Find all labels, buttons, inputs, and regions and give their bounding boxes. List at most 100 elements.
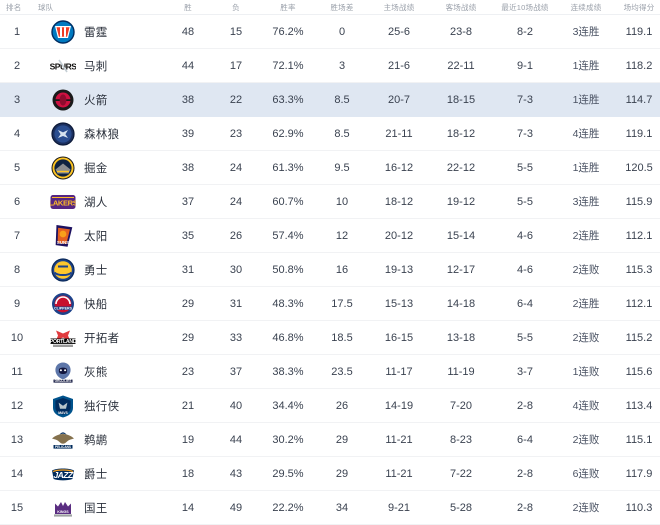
table-row[interactable]: 2SPURS马刺441772.1%321-622-119-11连胜118.211… (0, 49, 660, 83)
table-row[interactable]: 7SUNS太阳352657.4%1220-1215-144-62连胜112.11… (0, 219, 660, 253)
away-record-value: 7-20 (430, 389, 492, 423)
column-header-streak[interactable]: 连续成绩 (558, 0, 614, 15)
team-logo-icon: PORTLAND (50, 325, 76, 351)
home-record-value: 15-13 (368, 287, 430, 321)
team-cell[interactable]: PELICANS 鹈鹕 (34, 423, 164, 457)
home-record-value: 21-11 (368, 117, 430, 151)
column-header-rank[interactable]: 排名 (0, 0, 34, 15)
win-pct-value-text: 60.7% (272, 195, 304, 208)
table-row[interactable]: 12 MAVS 独行侠 21 40 34.4% 26 14-19 7-20 2-8 4连败 113.4… (0, 389, 660, 423)
streak-value: 3连胜 (558, 15, 614, 49)
away-record-value-text: 12-17 (446, 263, 476, 276)
rank-value: 15 (10, 501, 24, 514)
points-for-value: 110.3 (614, 491, 660, 525)
games-behind-value: 9.5 (316, 151, 368, 185)
column-header-pct[interactable]: 胜率 (260, 0, 316, 15)
column-header-w[interactable]: 胜 (164, 0, 212, 15)
table-row[interactable]: 8勇士313050.8%1619-1312-174-62连败115.3114.1… (0, 253, 660, 287)
streak-value-text: 2连败 (572, 434, 600, 446)
column-header-l[interactable]: 负 (212, 0, 260, 15)
losses-value-text: 24 (229, 161, 243, 174)
team-cell[interactable]: GRIZZLIES 灰熊 (34, 355, 164, 389)
home-record-value-text: 9-21 (387, 501, 411, 514)
wins-value: 31 (164, 253, 212, 287)
table-row[interactable]: 13 PELICANS 鹈鹕 19 44 30.2% 29 11-21 8-23 6-4 2连败 11… (0, 423, 660, 457)
column-header-pf[interactable]: 场均得分 (614, 0, 660, 15)
table-row[interactable]: 4森林狼392362.9%8.521-1118-127-34连胜119.1114… (0, 117, 660, 151)
table-row[interactable]: 14JAZZ爵士184329.5%2911-217-222-86连败117.91… (0, 457, 660, 491)
table-row[interactable]: 3火箭382263.3%8.520-718-157-31连胜114.7109.4… (0, 82, 660, 117)
table-row[interactable]: 15KINGS国王144922.2%349-215-282-82连败110.31… (0, 491, 660, 525)
away-record-value-text: 18-15 (446, 93, 476, 106)
table-row[interactable]: 1雷霆481576.2%025-623-88-23连胜119.1107.811.… (0, 15, 660, 49)
team-cell[interactable]: 掘金 (34, 151, 164, 185)
team-cell[interactable]: CLIPPERS 快船 (34, 287, 164, 321)
home-record-value: 11-21 (368, 457, 430, 491)
home-record-value-text: 16-12 (384, 161, 414, 174)
home-record-value-text: 19-13 (384, 263, 414, 276)
streak-value: 2连胜 (558, 287, 614, 321)
last10-record-value-text: 2-8 (517, 399, 533, 412)
team-cell[interactable]: KINGS 国王 (34, 491, 164, 525)
svg-text:SUNS: SUNS (57, 240, 69, 245)
team-cell[interactable]: 雷霆 (34, 15, 164, 49)
last10-record-value: 3-7 (492, 355, 558, 389)
losses-value: 30 (212, 253, 260, 287)
wins-value: 38 (164, 83, 212, 117)
win-pct-value: 60.7% (260, 185, 316, 219)
team-logo-icon (50, 257, 76, 283)
table-body: 1雷霆481576.2%025-623-88-23连胜119.1107.811.… (0, 15, 660, 525)
home-record-value-text: 14-19 (384, 399, 414, 412)
column-header-home[interactable]: 主场战绩 (368, 0, 430, 15)
games-behind-value-text: 34 (335, 501, 349, 514)
table-row[interactable]: 5掘金382461.3%9.516-1222-125-51连胜120.5116.… (0, 151, 660, 185)
table-row[interactable]: 11 GRIZZLIES 灰熊 23 37 38.3% 23.5 11-17 11-19 3-7 1… (0, 355, 660, 389)
wins-value: 14 (164, 491, 212, 525)
column-header-last10[interactable]: 最近10场战绩 (492, 0, 558, 15)
wins-value-text: 29 (181, 297, 195, 310)
column-header-team[interactable]: 球队 (34, 0, 164, 15)
team-cell[interactable]: 勇士 (34, 253, 164, 287)
away-record-value: 11-19 (430, 355, 492, 389)
win-pct-value-text: 34.4% (272, 399, 304, 412)
losses-value-text: 49 (229, 501, 243, 514)
column-header-away[interactable]: 客场战绩 (430, 0, 492, 15)
last10-record-value: 2-8 (492, 457, 558, 491)
games-behind-value-text: 29 (335, 467, 349, 480)
team-cell[interactable]: LAKERS 湖人 (34, 185, 164, 219)
team-cell[interactable]: SUNS 太阳 (34, 219, 164, 253)
table-row[interactable]: 10 PORTLAND 开拓者 29 33 46.8% 18.5 16-15 13-18 5-5 2… (0, 321, 660, 355)
streak-value-text: 1连胜 (572, 162, 600, 174)
home-record-value-text: 18-12 (384, 195, 414, 208)
team-cell[interactable]: PORTLAND 开拓者 (34, 321, 164, 355)
table-row[interactable]: 9 CLIPPERS 快船 29 31 48.3% 17.5 15-13 14-18 6-4 2连胜… (0, 287, 660, 321)
win-pct-value: 61.3% (260, 151, 316, 185)
team-name: 掘金 (84, 162, 108, 175)
team-cell[interactable]: JAZZ 爵士 (34, 457, 164, 491)
win-pct-value: 34.4% (260, 389, 316, 423)
games-behind-value-text: 9.5 (334, 161, 350, 174)
last10-record-value-text: 6-4 (517, 297, 533, 310)
streak-value: 4连胜 (558, 117, 614, 151)
table-row[interactable]: 6 LAKERS 湖人 37 24 60.7% 10 18-12 19-12 5-5 3连胜 115.… (0, 185, 660, 219)
win-pct-value-text: 29.5% (272, 467, 304, 480)
team-logo-icon: LAKERS (50, 189, 76, 215)
team-cell[interactable]: SPURS 马刺 (34, 49, 164, 83)
win-pct-value: 38.3% (260, 355, 316, 389)
win-pct-value-text: 46.8% (272, 331, 304, 344)
home-record-value: 16-12 (368, 151, 430, 185)
rank-value: 8 (13, 263, 21, 276)
home-record-value-text: 16-15 (384, 331, 414, 344)
streak-value-text: 4连败 (572, 400, 600, 412)
team-cell[interactable]: 火箭 (34, 83, 164, 117)
last10-record-value: 2-8 (492, 389, 558, 423)
games-behind-value-text: 26 (335, 399, 349, 412)
away-record-value-text: 8-23 (449, 433, 473, 446)
win-pct-value-text: 50.8% (272, 263, 304, 276)
away-record-value: 22-12 (430, 151, 492, 185)
column-header-gb[interactable]: 胜场差 (316, 0, 368, 15)
team-cell[interactable]: MAVS 独行侠 (34, 389, 164, 423)
team-cell[interactable]: 森林狼 (34, 117, 164, 151)
team-name: 灰熊 (84, 366, 108, 379)
away-record-value: 14-18 (430, 287, 492, 321)
